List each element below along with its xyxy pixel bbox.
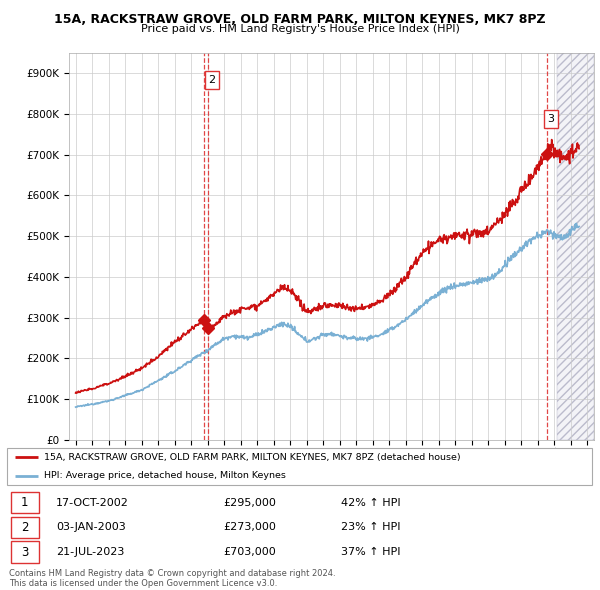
FancyBboxPatch shape xyxy=(11,542,39,563)
Text: Contains HM Land Registry data © Crown copyright and database right 2024.: Contains HM Land Registry data © Crown c… xyxy=(9,569,335,578)
Text: 15A, RACKSTRAW GROVE, OLD FARM PARK, MILTON KEYNES, MK7 8PZ (detached house): 15A, RACKSTRAW GROVE, OLD FARM PARK, MIL… xyxy=(44,453,461,462)
Text: 42% ↑ HPI: 42% ↑ HPI xyxy=(341,497,401,507)
FancyBboxPatch shape xyxy=(11,491,39,513)
Text: 1: 1 xyxy=(21,496,29,509)
Text: 2: 2 xyxy=(208,75,215,85)
Text: 15A, RACKSTRAW GROVE, OLD FARM PARK, MILTON KEYNES, MK7 8PZ: 15A, RACKSTRAW GROVE, OLD FARM PARK, MIL… xyxy=(54,13,546,26)
FancyBboxPatch shape xyxy=(7,448,592,485)
Text: £295,000: £295,000 xyxy=(224,497,277,507)
FancyBboxPatch shape xyxy=(11,517,39,538)
Text: 3: 3 xyxy=(548,114,554,124)
Text: 23% ↑ HPI: 23% ↑ HPI xyxy=(341,523,401,532)
Text: 3: 3 xyxy=(21,546,29,559)
Text: Price paid vs. HM Land Registry's House Price Index (HPI): Price paid vs. HM Land Registry's House … xyxy=(140,24,460,34)
Text: 37% ↑ HPI: 37% ↑ HPI xyxy=(341,548,401,558)
Bar xyxy=(557,53,594,440)
Text: 17-OCT-2002: 17-OCT-2002 xyxy=(56,497,129,507)
Text: £703,000: £703,000 xyxy=(224,548,277,558)
Text: 2: 2 xyxy=(21,521,29,534)
Text: 03-JAN-2003: 03-JAN-2003 xyxy=(56,523,126,532)
Text: HPI: Average price, detached house, Milton Keynes: HPI: Average price, detached house, Milt… xyxy=(44,471,286,480)
Text: £273,000: £273,000 xyxy=(224,523,277,532)
Text: 21-JUL-2023: 21-JUL-2023 xyxy=(56,548,124,558)
Bar xyxy=(557,53,594,440)
Text: This data is licensed under the Open Government Licence v3.0.: This data is licensed under the Open Gov… xyxy=(9,579,277,588)
